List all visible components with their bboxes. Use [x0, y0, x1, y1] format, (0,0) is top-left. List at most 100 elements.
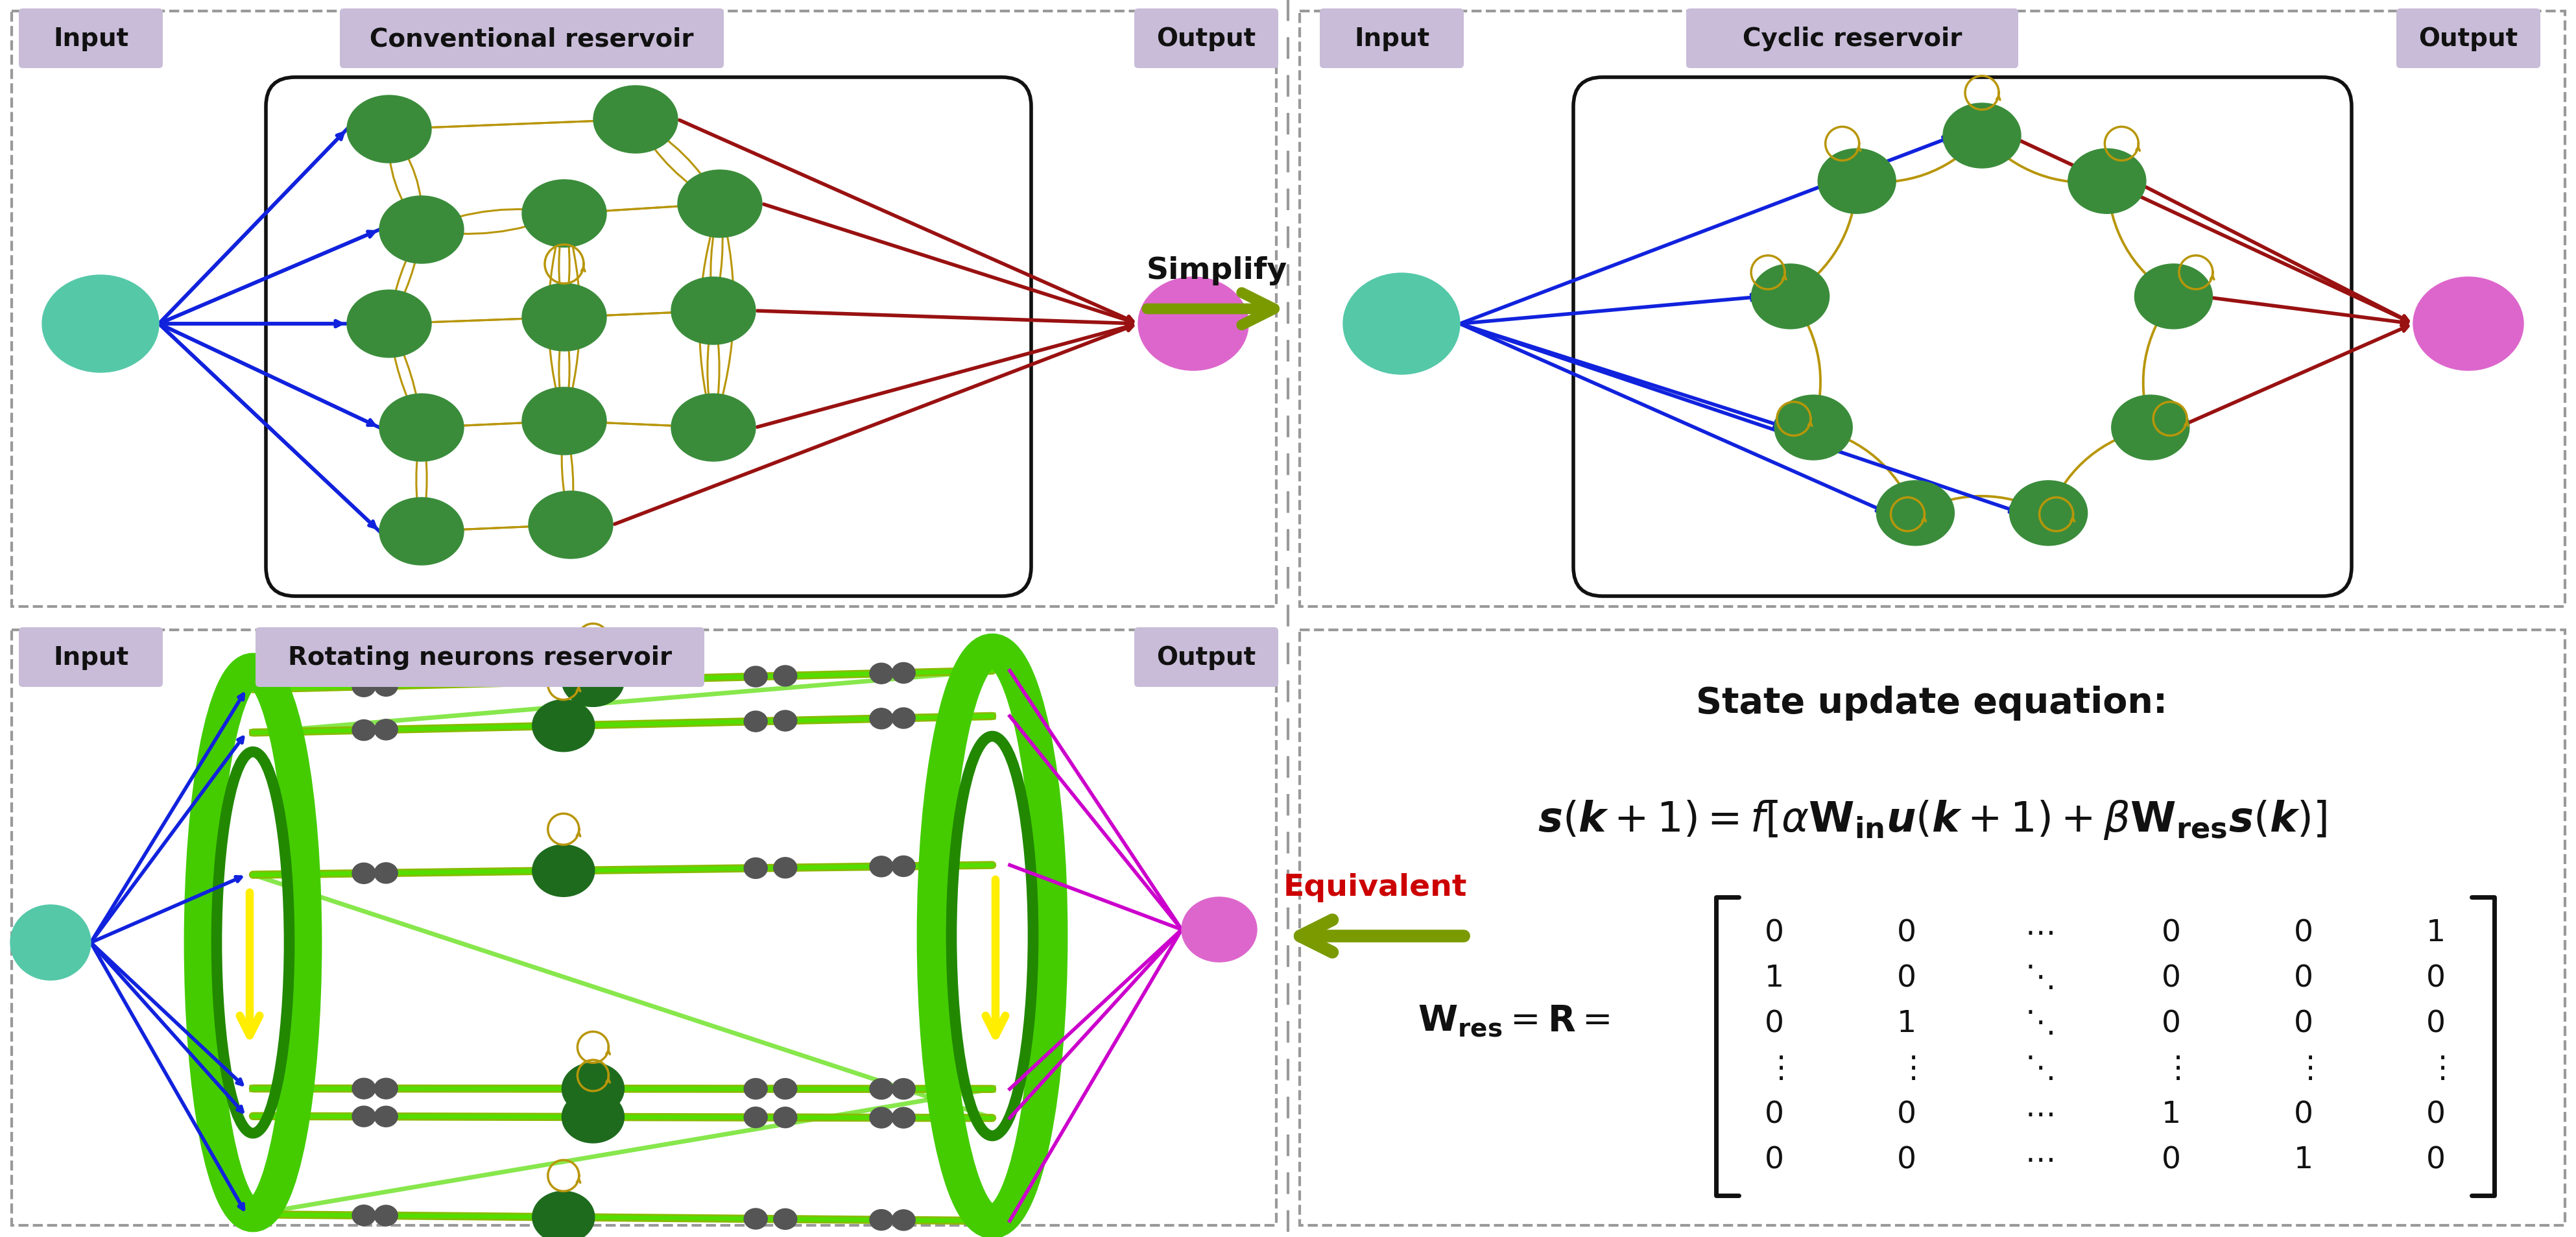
Ellipse shape: [374, 863, 397, 883]
Text: $\vdots$: $\vdots$: [1896, 1054, 1917, 1084]
Ellipse shape: [348, 96, 430, 163]
Text: Output: Output: [1157, 26, 1255, 51]
Text: $\boldsymbol{s}(\boldsymbol{k}+1) = f[\alpha\mathbf{W}_{\mathbf{in}}\boldsymbol{: $\boldsymbol{s}(\boldsymbol{k}+1) = f[\a…: [1538, 798, 2326, 841]
Ellipse shape: [744, 1209, 768, 1230]
Ellipse shape: [1875, 481, 1953, 546]
Ellipse shape: [2009, 481, 2087, 546]
Ellipse shape: [528, 491, 613, 559]
Text: Equivalent: Equivalent: [1283, 873, 1466, 902]
Ellipse shape: [379, 499, 464, 565]
Text: Input: Input: [54, 644, 129, 669]
Ellipse shape: [773, 666, 796, 687]
Ellipse shape: [374, 1106, 397, 1127]
Text: 0: 0: [1765, 1145, 1783, 1174]
Text: Simplify: Simplify: [1146, 256, 1288, 285]
Ellipse shape: [773, 1209, 796, 1230]
Ellipse shape: [1819, 150, 1896, 214]
Ellipse shape: [1342, 273, 1461, 375]
Text: 0: 0: [1765, 918, 1783, 948]
Ellipse shape: [523, 181, 605, 247]
Ellipse shape: [1139, 277, 1249, 371]
Text: 1: 1: [1896, 1009, 1917, 1038]
FancyBboxPatch shape: [1319, 9, 1463, 69]
Ellipse shape: [348, 291, 430, 357]
Ellipse shape: [773, 857, 796, 878]
Text: $\vdots$: $\vdots$: [1765, 1054, 1783, 1084]
Bar: [1298, 630, 2563, 1226]
Ellipse shape: [871, 1079, 894, 1100]
Text: 0: 0: [2293, 1100, 2313, 1129]
Ellipse shape: [374, 675, 397, 696]
Ellipse shape: [891, 663, 914, 684]
Ellipse shape: [1182, 897, 1257, 962]
Ellipse shape: [871, 1210, 894, 1231]
Ellipse shape: [562, 656, 623, 706]
Ellipse shape: [871, 709, 894, 730]
Ellipse shape: [744, 858, 768, 878]
Ellipse shape: [773, 1107, 796, 1128]
Ellipse shape: [1752, 265, 1829, 329]
Ellipse shape: [374, 720, 397, 740]
Text: $\ddots$: $\ddots$: [2025, 964, 2053, 993]
Ellipse shape: [379, 395, 464, 461]
Text: $\cdots$: $\cdots$: [2025, 1100, 2053, 1129]
Text: State update equation:: State update equation:: [1695, 685, 2166, 720]
Text: 1: 1: [1765, 964, 1783, 993]
Text: 0: 0: [2293, 1009, 2313, 1038]
Text: Output: Output: [1157, 644, 1255, 669]
Text: 0: 0: [2161, 964, 2179, 993]
Ellipse shape: [677, 171, 762, 238]
Ellipse shape: [891, 1079, 914, 1100]
Ellipse shape: [353, 677, 376, 698]
FancyBboxPatch shape: [1685, 9, 2017, 69]
FancyBboxPatch shape: [18, 627, 162, 688]
Ellipse shape: [891, 708, 914, 729]
Bar: [1298, 11, 2563, 607]
Ellipse shape: [353, 1205, 376, 1226]
Text: 0: 0: [1896, 964, 1917, 993]
Text: 0: 0: [2161, 1145, 2179, 1174]
FancyBboxPatch shape: [18, 9, 162, 69]
Text: $\cdots$: $\cdots$: [2025, 1145, 2053, 1174]
Ellipse shape: [2133, 265, 2213, 329]
Text: 0: 0: [2427, 1145, 2445, 1174]
Text: $\vdots$: $\vdots$: [2427, 1054, 2445, 1084]
Text: 0: 0: [2427, 1009, 2445, 1038]
Text: 0: 0: [1765, 1100, 1783, 1129]
Ellipse shape: [2110, 396, 2190, 460]
Ellipse shape: [744, 711, 768, 732]
Ellipse shape: [353, 1106, 376, 1127]
Ellipse shape: [871, 1107, 894, 1128]
Text: $\vdots$: $\vdots$: [2161, 1054, 2179, 1084]
Text: $\cdots$: $\cdots$: [2025, 918, 2053, 948]
FancyBboxPatch shape: [1574, 78, 2352, 596]
Ellipse shape: [562, 1091, 623, 1143]
Ellipse shape: [672, 395, 755, 461]
Text: Cyclic reservoir: Cyclic reservoir: [1741, 26, 1960, 51]
Ellipse shape: [374, 1079, 397, 1098]
Ellipse shape: [2414, 277, 2522, 371]
Text: 0: 0: [2293, 918, 2313, 948]
Ellipse shape: [891, 1210, 914, 1231]
Text: 1: 1: [2161, 1100, 2179, 1129]
Ellipse shape: [592, 87, 677, 153]
Ellipse shape: [2069, 150, 2146, 214]
Text: 0: 0: [1896, 1145, 1917, 1174]
Text: 0: 0: [2161, 918, 2179, 948]
Ellipse shape: [773, 710, 796, 731]
Text: Rotating neurons reservoir: Rotating neurons reservoir: [289, 644, 672, 669]
Text: Input: Input: [54, 26, 129, 51]
Ellipse shape: [891, 1107, 914, 1128]
Ellipse shape: [353, 720, 376, 741]
FancyBboxPatch shape: [1133, 627, 1278, 688]
Text: 0: 0: [1896, 1100, 1917, 1129]
Ellipse shape: [773, 1079, 796, 1100]
Ellipse shape: [353, 863, 376, 884]
Ellipse shape: [353, 1079, 376, 1098]
Text: 0: 0: [1765, 1009, 1783, 1038]
Text: 0: 0: [2293, 964, 2313, 993]
Ellipse shape: [379, 197, 464, 263]
Ellipse shape: [1775, 396, 1852, 460]
Text: Conventional reservoir: Conventional reservoir: [371, 26, 693, 51]
Text: 0: 0: [2427, 1100, 2445, 1129]
